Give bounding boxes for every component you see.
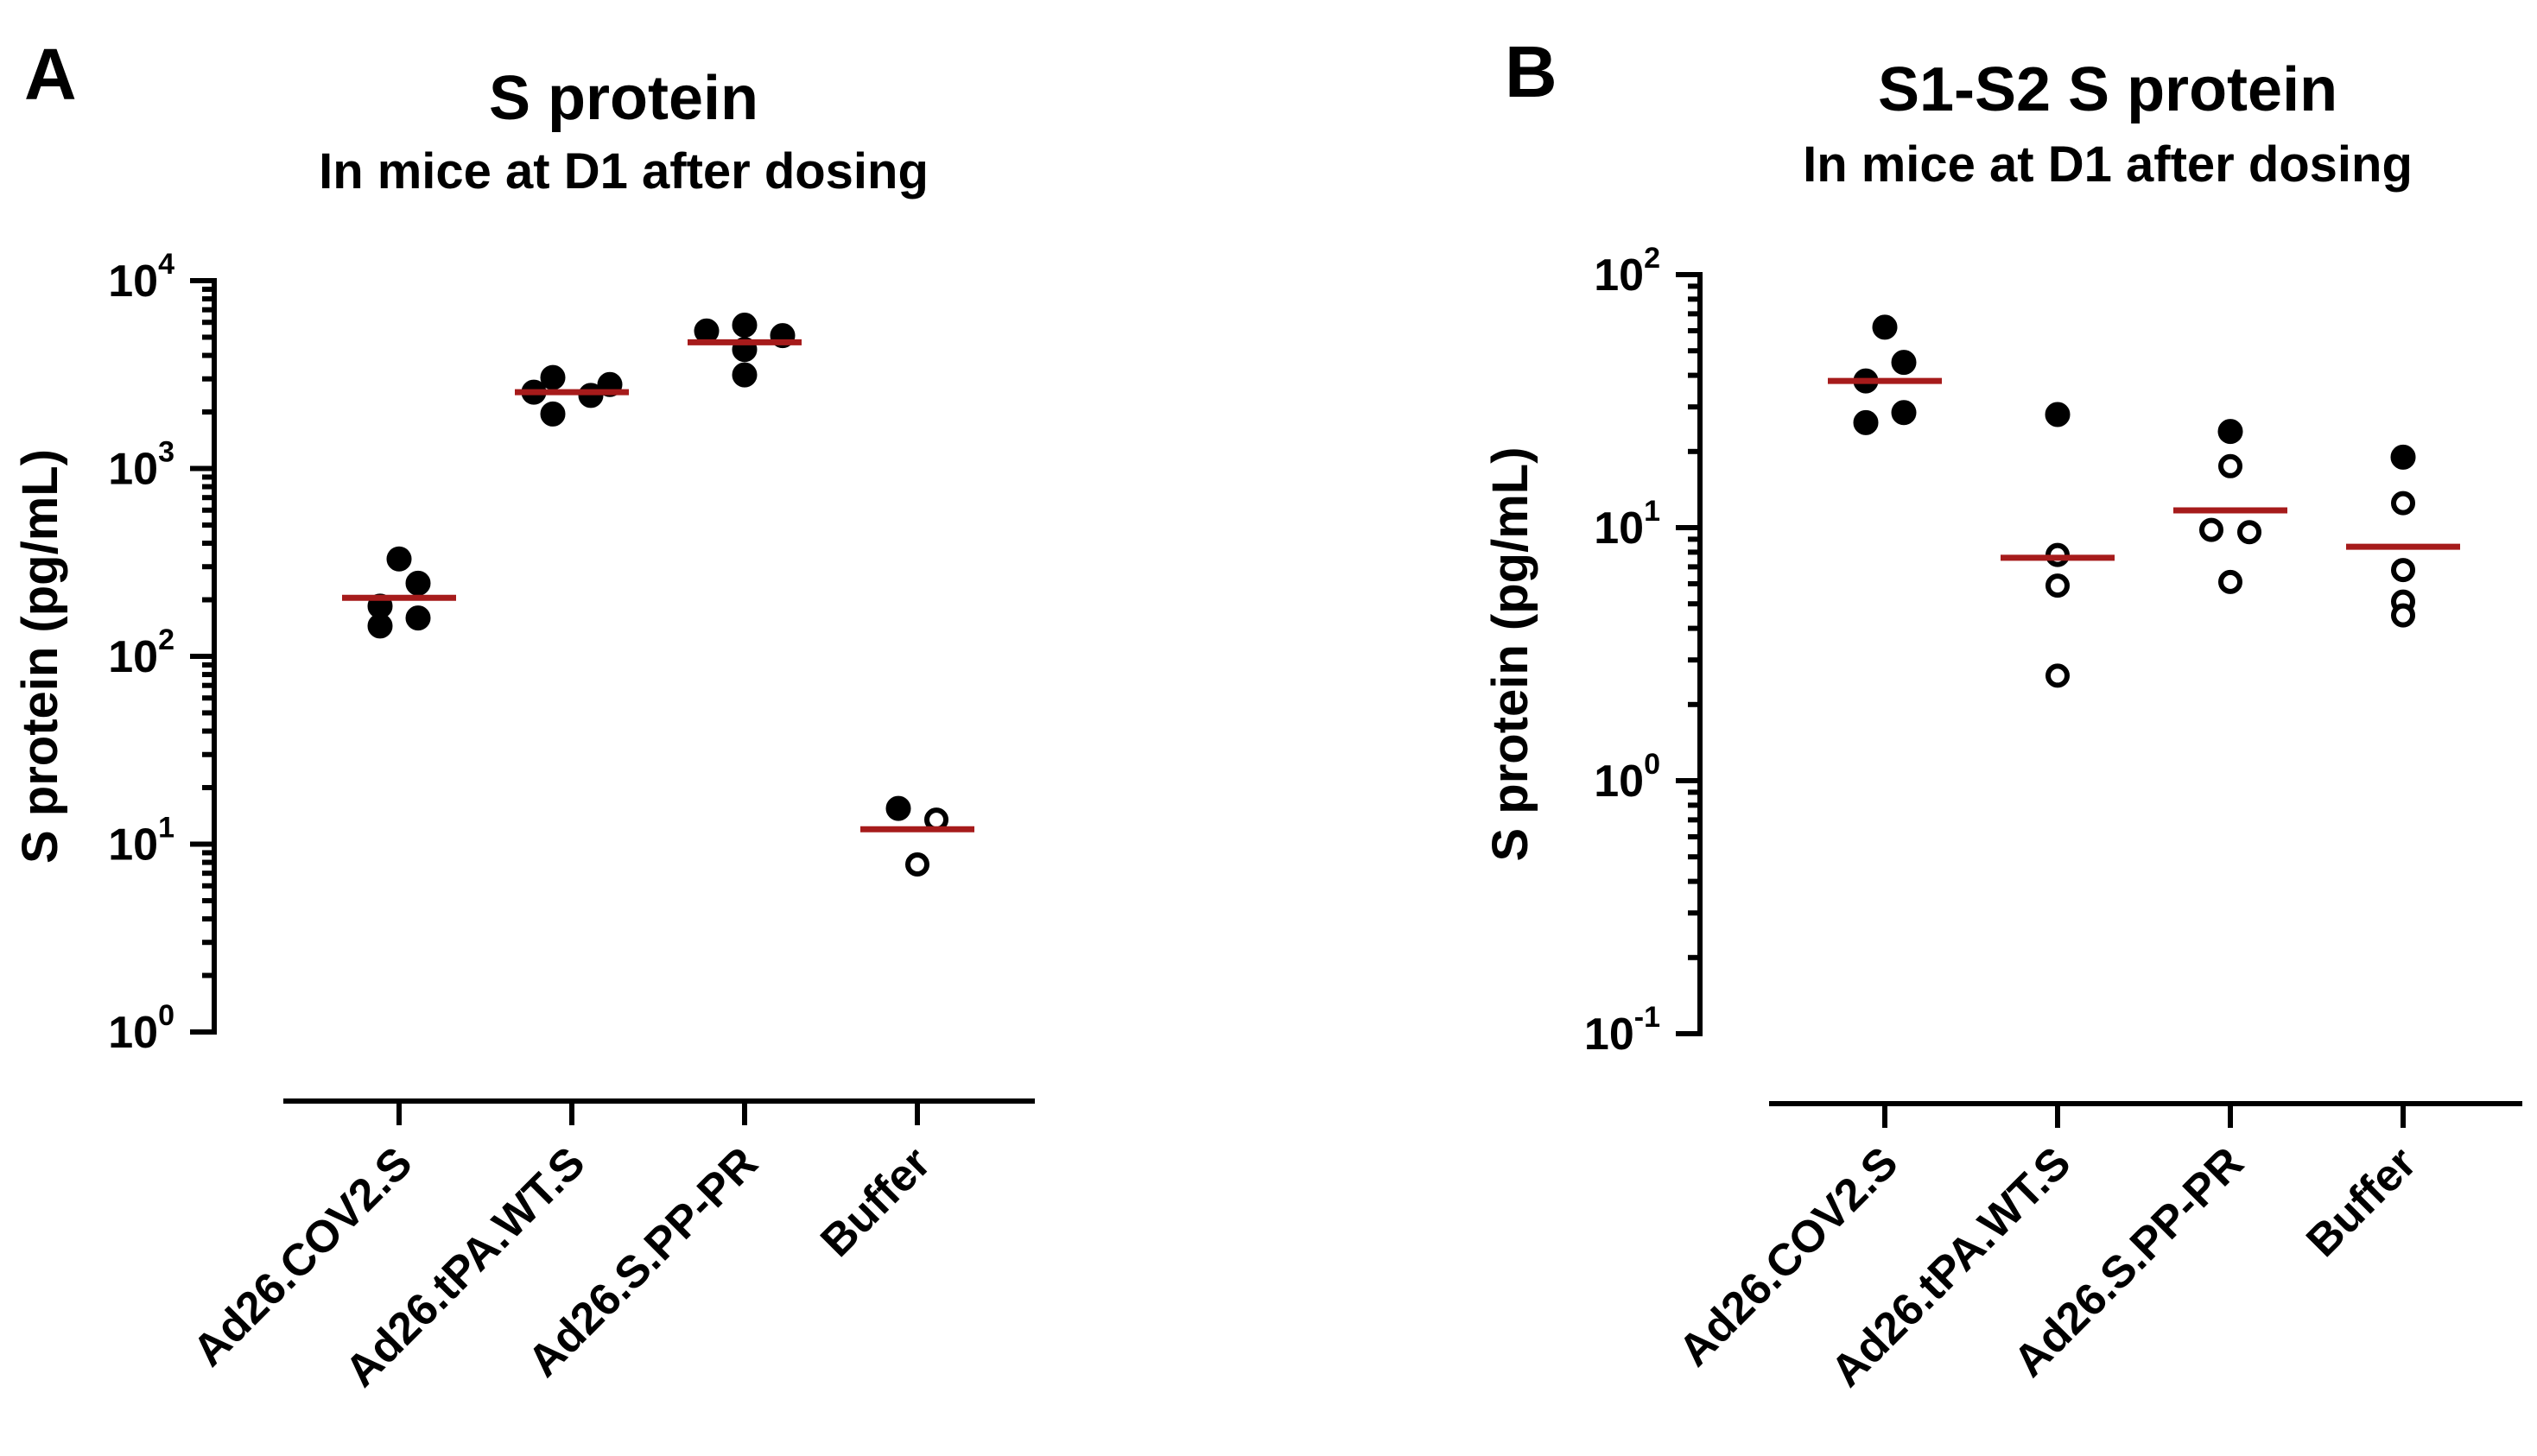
data-point-filled xyxy=(1891,400,1917,426)
y-tick-label: 103 xyxy=(108,436,174,495)
y-tick-base: 10 xyxy=(1594,503,1644,554)
data-point-open xyxy=(2391,603,2415,628)
y-tick-exponent: 2 xyxy=(158,624,174,656)
y-tick-label: 100 xyxy=(1594,748,1660,807)
y-tick-base: 10 xyxy=(108,1008,158,1058)
data-point-filled xyxy=(367,613,393,639)
data-point-filled xyxy=(732,362,758,388)
y-tick-label: 102 xyxy=(108,624,174,682)
y-axis-label: S protein (pg/mL) xyxy=(1482,446,1538,861)
panel-letter: B xyxy=(1505,31,1557,112)
panel-b: B S1-S2 S protein In mice at D1 after dosi… xyxy=(1482,31,2522,1396)
y-tick-base: 10 xyxy=(108,820,158,870)
x-category-label: Buffer xyxy=(811,1137,940,1266)
data-point-filled xyxy=(2390,444,2416,470)
y-tick-base: 10 xyxy=(108,256,158,307)
y-axis-label: S protein (pg/mL) xyxy=(12,449,68,864)
data-point-filled xyxy=(405,570,431,596)
data-point-open xyxy=(2391,491,2415,516)
y-tick-exponent: -1 xyxy=(1634,1001,1660,1034)
data-point-open xyxy=(2218,453,2242,478)
data-point-filled xyxy=(1853,409,1879,435)
y-tick-base: 10 xyxy=(108,632,158,682)
y-tick-base: 10 xyxy=(1584,1010,1634,1060)
data-point-filled xyxy=(885,795,911,821)
y-tick-base: 10 xyxy=(1594,250,1644,301)
data-point-filled xyxy=(578,383,604,408)
y-tick-exponent: 3 xyxy=(158,436,174,469)
y-tick-base: 10 xyxy=(1594,756,1644,807)
data-point-filled xyxy=(405,605,431,631)
data-point-open xyxy=(2199,517,2223,542)
y-tick-label: 100 xyxy=(108,999,174,1058)
y-tick-exponent: 2 xyxy=(1644,242,1660,275)
data-point-open xyxy=(2391,558,2415,583)
y-tick-exponent: 1 xyxy=(1644,495,1660,528)
panel-letter: A xyxy=(24,34,77,115)
data-point-filled xyxy=(540,364,566,390)
y-tick-base: 10 xyxy=(108,445,158,495)
data-point-open xyxy=(2045,573,2070,598)
data-point-filled xyxy=(694,318,720,344)
y-tick-label: 102 xyxy=(1594,242,1660,301)
data-point-filled xyxy=(2217,419,2243,445)
data-point-open xyxy=(2045,663,2070,688)
data-point-filled xyxy=(540,401,566,427)
data-point-open xyxy=(2237,520,2261,545)
y-tick-exponent: 0 xyxy=(158,999,174,1032)
data-point-filled xyxy=(732,312,758,338)
y-tick-exponent: 4 xyxy=(158,248,174,281)
data-point-filled xyxy=(2045,402,2071,427)
data-point-filled xyxy=(386,546,412,572)
y-tick-exponent: 1 xyxy=(158,812,174,845)
chart-subtitle: In mice at D1 after dosing xyxy=(1803,136,2413,193)
chart-title: S protein xyxy=(489,64,758,133)
x-category-label: Buffer xyxy=(2297,1137,2426,1266)
chart-subtitle: In mice at D1 after dosing xyxy=(319,143,929,199)
data-point-filled xyxy=(1872,314,1898,340)
y-tick-label: 101 xyxy=(1594,495,1660,554)
data-point-open xyxy=(2218,569,2242,594)
chart-title: S1-S2 S protein xyxy=(1878,55,2337,124)
panel-a: A S protein In mice at D1 after dosing S pr… xyxy=(12,34,1035,1396)
data-point-open xyxy=(905,851,929,877)
y-tick-label: 10-1 xyxy=(1584,1001,1660,1060)
y-tick-exponent: 0 xyxy=(1644,748,1660,781)
y-tick-label: 104 xyxy=(108,248,174,307)
y-tick-label: 101 xyxy=(108,812,174,870)
data-point-filled xyxy=(1891,350,1917,376)
